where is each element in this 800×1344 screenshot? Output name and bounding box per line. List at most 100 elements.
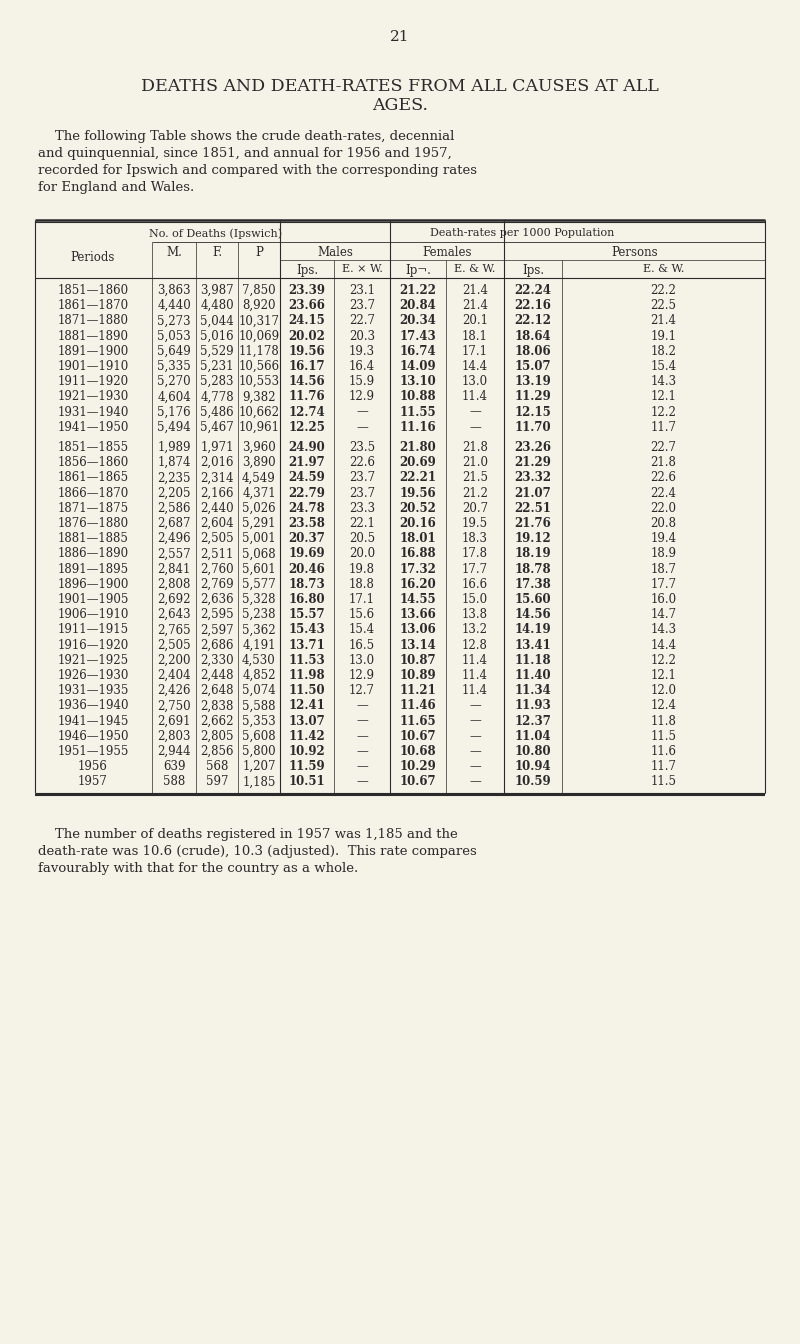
- Text: E. × W.: E. × W.: [342, 263, 382, 274]
- Text: —: —: [469, 761, 481, 773]
- Text: 2,686: 2,686: [200, 638, 234, 652]
- Text: 18.2: 18.2: [650, 345, 677, 358]
- Text: 23.39: 23.39: [289, 284, 326, 297]
- Text: M.: M.: [166, 246, 182, 259]
- Text: —: —: [356, 715, 368, 727]
- Text: 2,692: 2,692: [158, 593, 190, 606]
- Text: 10.51: 10.51: [289, 775, 326, 789]
- Text: —: —: [469, 699, 481, 712]
- Text: 20.7: 20.7: [462, 501, 488, 515]
- Text: 5,283: 5,283: [200, 375, 234, 388]
- Text: The following Table shows the crude death-rates, decennial: The following Table shows the crude deat…: [38, 130, 454, 142]
- Text: 12.7: 12.7: [349, 684, 375, 698]
- Text: 20.5: 20.5: [349, 532, 375, 546]
- Text: 19.12: 19.12: [514, 532, 551, 546]
- Text: 11.7: 11.7: [650, 761, 677, 773]
- Text: 11.42: 11.42: [289, 730, 326, 743]
- Text: 12.37: 12.37: [514, 715, 551, 727]
- Text: 11.5: 11.5: [650, 775, 677, 789]
- Text: Males: Males: [317, 246, 353, 259]
- Text: 15.57: 15.57: [289, 609, 326, 621]
- Text: P: P: [255, 246, 263, 259]
- Text: 5,577: 5,577: [242, 578, 276, 591]
- Text: 3,960: 3,960: [242, 441, 276, 454]
- Text: 4,530: 4,530: [242, 653, 276, 667]
- Text: favourably with that for the country as a whole.: favourably with that for the country as …: [38, 862, 358, 875]
- Text: 12.9: 12.9: [349, 390, 375, 403]
- Text: 11.4: 11.4: [462, 684, 488, 698]
- Text: 5,044: 5,044: [200, 314, 234, 328]
- Text: 2,511: 2,511: [200, 547, 234, 560]
- Text: 21.97: 21.97: [289, 456, 326, 469]
- Text: 1926—1930: 1926—1930: [58, 669, 129, 681]
- Text: 19.1: 19.1: [650, 329, 677, 343]
- Text: 11.4: 11.4: [462, 653, 488, 667]
- Text: 4,480: 4,480: [200, 300, 234, 312]
- Text: 10,961: 10,961: [238, 421, 279, 434]
- Text: 23.66: 23.66: [289, 300, 326, 312]
- Text: 13.41: 13.41: [514, 638, 551, 652]
- Text: E. & W.: E. & W.: [454, 263, 496, 274]
- Text: 5,649: 5,649: [157, 345, 191, 358]
- Text: 23.1: 23.1: [349, 284, 375, 297]
- Text: 13.71: 13.71: [289, 638, 326, 652]
- Text: 2,769: 2,769: [200, 578, 234, 591]
- Text: 13.8: 13.8: [462, 609, 488, 621]
- Text: 11.34: 11.34: [514, 684, 551, 698]
- Text: 20.34: 20.34: [399, 314, 437, 328]
- Text: 13.2: 13.2: [462, 624, 488, 637]
- Text: 588: 588: [163, 775, 185, 789]
- Text: 16.17: 16.17: [289, 360, 326, 374]
- Text: —: —: [356, 699, 368, 712]
- Text: 4,778: 4,778: [200, 390, 234, 403]
- Text: 1851—1855: 1851—1855: [58, 441, 129, 454]
- Text: 15.4: 15.4: [349, 624, 375, 637]
- Text: 20.69: 20.69: [400, 456, 436, 469]
- Text: 2,505: 2,505: [200, 532, 234, 546]
- Text: 15.07: 15.07: [514, 360, 551, 374]
- Text: 2,330: 2,330: [200, 653, 234, 667]
- Text: 21.22: 21.22: [399, 284, 437, 297]
- Text: 2,662: 2,662: [200, 715, 234, 727]
- Text: 15.9: 15.9: [349, 375, 375, 388]
- Text: —: —: [356, 421, 368, 434]
- Text: 18.3: 18.3: [462, 532, 488, 546]
- Text: 11.29: 11.29: [514, 390, 551, 403]
- Text: —: —: [469, 730, 481, 743]
- Text: 16.74: 16.74: [400, 345, 436, 358]
- Text: 11.98: 11.98: [289, 669, 326, 681]
- Text: 23.26: 23.26: [514, 441, 551, 454]
- Text: Periods: Periods: [71, 251, 115, 263]
- Text: 13.0: 13.0: [349, 653, 375, 667]
- Text: 14.56: 14.56: [289, 375, 326, 388]
- Text: 10.29: 10.29: [400, 761, 436, 773]
- Text: 16.6: 16.6: [462, 578, 488, 591]
- Text: 21.2: 21.2: [462, 487, 488, 500]
- Text: 2,643: 2,643: [157, 609, 191, 621]
- Text: 10,069: 10,069: [238, 329, 279, 343]
- Text: 2,597: 2,597: [200, 624, 234, 637]
- Text: 8,920: 8,920: [242, 300, 276, 312]
- Text: 11.93: 11.93: [514, 699, 551, 712]
- Text: No. of Deaths (Ipswich): No. of Deaths (Ipswich): [150, 228, 282, 239]
- Text: 10.88: 10.88: [400, 390, 436, 403]
- Text: 1861—1870: 1861—1870: [58, 300, 129, 312]
- Text: 11.46: 11.46: [400, 699, 436, 712]
- Text: 23.3: 23.3: [349, 501, 375, 515]
- Text: 1906—1910: 1906—1910: [58, 609, 129, 621]
- Text: 23.7: 23.7: [349, 472, 375, 484]
- Text: 24.78: 24.78: [289, 501, 326, 515]
- Text: 11,178: 11,178: [238, 345, 279, 358]
- Text: death-rate was 10.6 (crude), 10.3 (adjusted).  This rate compares: death-rate was 10.6 (crude), 10.3 (adjus…: [38, 844, 477, 857]
- Text: 24.90: 24.90: [289, 441, 326, 454]
- Text: 19.5: 19.5: [462, 517, 488, 530]
- Text: 11.21: 11.21: [400, 684, 436, 698]
- Text: 21: 21: [390, 30, 410, 44]
- Text: 19.56: 19.56: [400, 487, 436, 500]
- Text: 2,404: 2,404: [157, 669, 191, 681]
- Text: 21.4: 21.4: [462, 300, 488, 312]
- Text: 18.9: 18.9: [650, 547, 677, 560]
- Text: 10.92: 10.92: [289, 745, 326, 758]
- Text: 2,636: 2,636: [200, 593, 234, 606]
- Text: 1881—1890: 1881—1890: [58, 329, 129, 343]
